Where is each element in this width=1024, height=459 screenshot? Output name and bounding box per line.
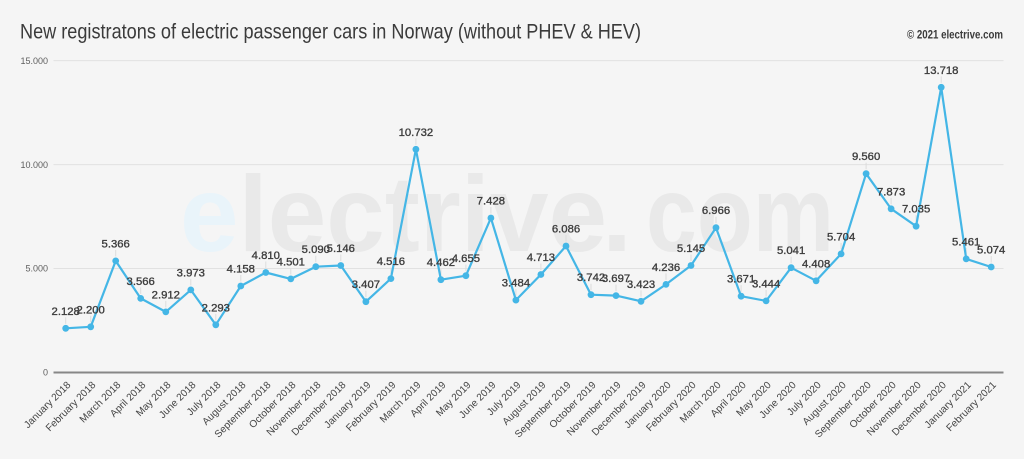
svg-text:3.566: 3.566 bbox=[127, 276, 155, 288]
svg-text:2.200: 2.200 bbox=[77, 304, 105, 316]
svg-text:13.718: 13.718 bbox=[924, 65, 959, 77]
svg-text:5.000: 5.000 bbox=[25, 264, 48, 274]
svg-text:4.713: 4.713 bbox=[527, 252, 555, 264]
svg-text:3.671: 3.671 bbox=[727, 274, 755, 286]
svg-text:3.742: 3.742 bbox=[577, 272, 605, 284]
svg-text:3.407: 3.407 bbox=[352, 279, 380, 291]
svg-text:10.000: 10.000 bbox=[20, 160, 48, 170]
svg-text:7.035: 7.035 bbox=[902, 204, 930, 216]
svg-text:2.128: 2.128 bbox=[52, 306, 80, 318]
svg-text:3.973: 3.973 bbox=[177, 267, 205, 279]
svg-text:6.966: 6.966 bbox=[702, 205, 730, 217]
svg-text:3.697: 3.697 bbox=[602, 273, 630, 285]
svg-text:15.000: 15.000 bbox=[20, 56, 48, 66]
svg-text:6.086: 6.086 bbox=[552, 224, 580, 236]
svg-text:5.145: 5.145 bbox=[677, 243, 705, 255]
svg-text:9.560: 9.560 bbox=[852, 151, 880, 163]
svg-text:New registratons of electric p: New registratons of electric passenger c… bbox=[20, 20, 641, 44]
svg-text:4.462: 4.462 bbox=[427, 257, 455, 269]
svg-text:4.516: 4.516 bbox=[377, 256, 405, 268]
svg-text:7.873: 7.873 bbox=[877, 186, 905, 198]
svg-text:5.461: 5.461 bbox=[952, 236, 980, 248]
svg-text:2.912: 2.912 bbox=[152, 289, 180, 301]
svg-text:.: . bbox=[602, 153, 632, 274]
svg-text:4.408: 4.408 bbox=[802, 258, 830, 270]
svg-text:5.366: 5.366 bbox=[102, 238, 130, 250]
svg-text:2.293: 2.293 bbox=[202, 302, 230, 314]
svg-text:4.158: 4.158 bbox=[227, 264, 255, 276]
svg-text:10.732: 10.732 bbox=[399, 127, 434, 139]
svg-text:5.041: 5.041 bbox=[777, 245, 805, 257]
svg-text:3.423: 3.423 bbox=[627, 279, 655, 291]
svg-text:7.428: 7.428 bbox=[477, 196, 505, 208]
svg-text:4.655: 4.655 bbox=[452, 253, 480, 265]
svg-text:5.074: 5.074 bbox=[977, 245, 1005, 257]
svg-text:© 2021 electrive.com: © 2021 electrive.com bbox=[907, 28, 1003, 42]
svg-text:4.810: 4.810 bbox=[252, 250, 280, 262]
svg-text:3.484: 3.484 bbox=[502, 278, 530, 290]
svg-text:electrive: electrive bbox=[180, 153, 607, 274]
svg-text:4.236: 4.236 bbox=[652, 262, 680, 274]
svg-text:5.704: 5.704 bbox=[827, 231, 855, 243]
svg-text:3.444: 3.444 bbox=[752, 278, 780, 290]
svg-text:com: com bbox=[646, 153, 834, 274]
svg-text:5.146: 5.146 bbox=[327, 243, 355, 255]
svg-text:0: 0 bbox=[43, 368, 48, 378]
svg-text:5.090: 5.090 bbox=[302, 244, 330, 256]
svg-text:4.501: 4.501 bbox=[277, 256, 305, 268]
